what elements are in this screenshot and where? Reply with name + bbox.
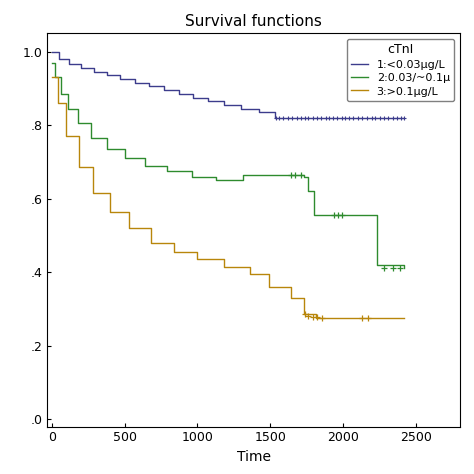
X-axis label: Time: Time [237, 450, 271, 464]
Legend: 1:<0.03μg/L, 2:0.03/~0.1μ, 3:>0.1μg/L: 1:<0.03μg/L, 2:0.03/~0.1μ, 3:>0.1μg/L [346, 39, 454, 101]
Title: Survival functions: Survival functions [185, 14, 322, 29]
